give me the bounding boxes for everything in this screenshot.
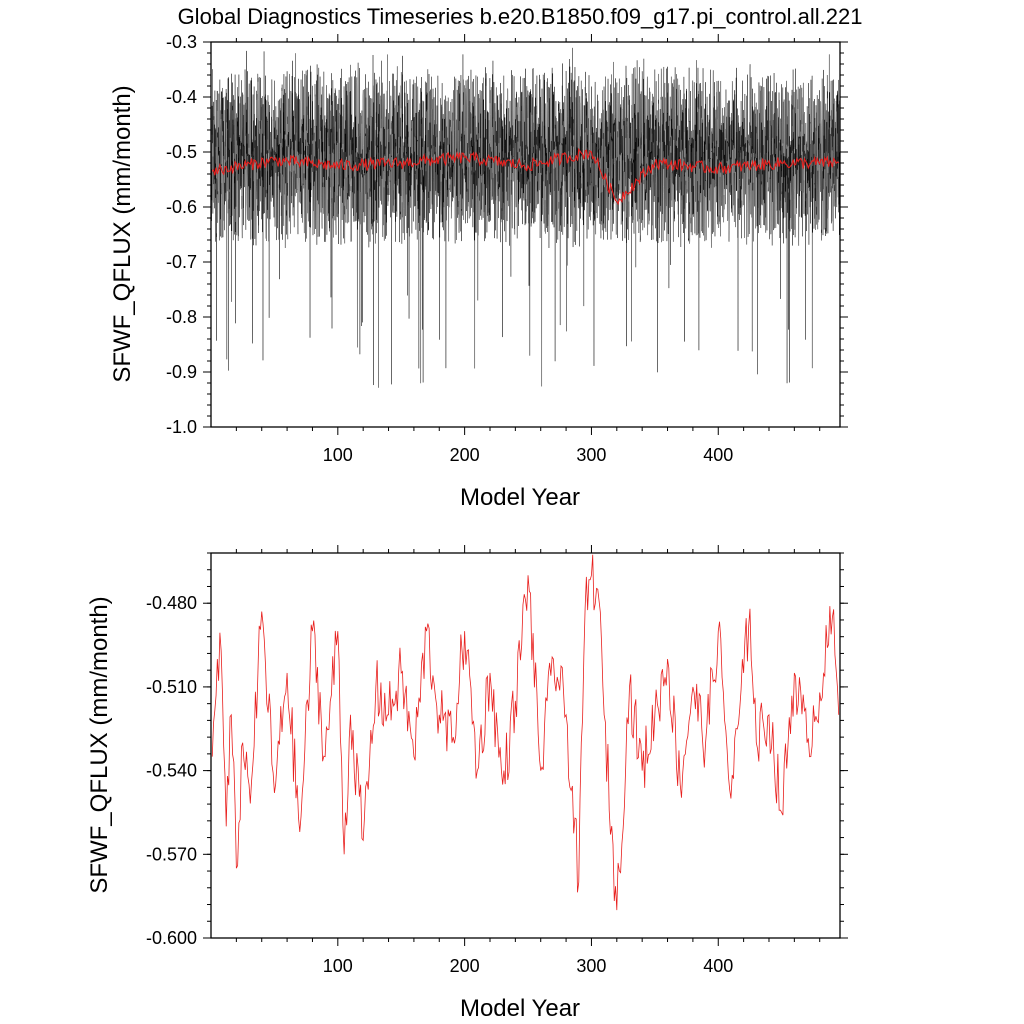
monthly-series-line <box>210 47 841 388</box>
y-tick-label: -0.510 <box>146 677 197 697</box>
x-tick-label: 400 <box>703 956 733 976</box>
x-tick-label: 300 <box>576 445 606 465</box>
bottom-x-axis-label: Model Year <box>460 995 580 1022</box>
y-tick-label: -0.480 <box>146 593 197 613</box>
bottom-plot-area <box>211 554 840 911</box>
bottom-panel: -0.600 -0.570 -0.540 -0.510 -0.480 100 200 300 4… <box>86 545 848 1022</box>
y-tick-label: -0.8 <box>166 307 197 327</box>
y-tick-label: -1.0 <box>166 417 197 437</box>
chart-title: Global Diagnostics Timeseries b.e20.B185… <box>178 4 863 29</box>
top-x-axis-label: Model Year <box>460 484 580 511</box>
top-panel: -1.0 -0.9 -0.8 -0.7 -0.6 -0.5 -0.4 -0.3 100 200 30… <box>109 32 848 511</box>
bottom-y-axis-label: SFWF_QFLUX (mm/month) <box>86 596 113 893</box>
y-tick-label: -0.9 <box>166 362 197 382</box>
x-tick-label: 100 <box>323 445 353 465</box>
x-tick-label: 200 <box>450 956 480 976</box>
top-y-axis-label: SFWF_QFLUX (mm/month) <box>109 85 136 382</box>
y-tick-label: -0.5 <box>166 142 197 162</box>
top-axis-ticks: -1.0 -0.9 -0.8 -0.7 -0.6 -0.5 -0.4 -0.3 100 200 30… <box>166 32 848 465</box>
annual-mean-line <box>211 147 840 206</box>
y-tick-label: -0.600 <box>146 928 197 948</box>
bottom-axis-ticks: -0.600 -0.570 -0.540 -0.510 -0.480 100 200 300 4… <box>146 545 848 976</box>
x-tick-label: 400 <box>703 445 733 465</box>
y-tick-label: -0.570 <box>146 844 197 864</box>
annual-mean-line <box>211 554 840 911</box>
y-tick-label: -0.6 <box>166 197 197 217</box>
y-tick-label: -0.4 <box>166 87 197 107</box>
top-plot-frame <box>210 41 841 428</box>
x-tick-label: 300 <box>576 956 606 976</box>
y-tick-label: -0.7 <box>166 252 197 272</box>
bottom-plot-frame <box>210 552 841 939</box>
y-tick-label: -0.540 <box>146 761 197 781</box>
x-tick-label: 200 <box>450 445 480 465</box>
x-tick-label: 100 <box>323 956 353 976</box>
top-plot-area <box>210 47 841 388</box>
y-tick-label: -0.3 <box>166 32 197 52</box>
